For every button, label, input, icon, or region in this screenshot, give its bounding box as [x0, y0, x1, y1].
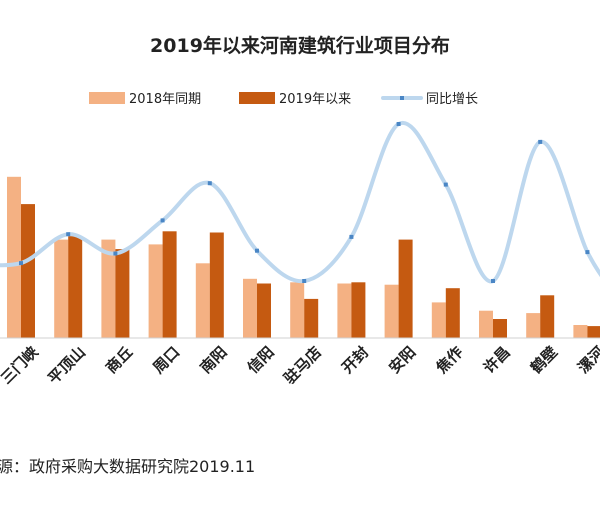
x-tick-label-12: 漯河 [574, 343, 600, 377]
bar-2018-3 [148, 244, 163, 338]
chart-title: 2019年以来河南建筑行业项目分布 [150, 34, 450, 57]
x-tick-label-8: 安阳 [385, 343, 419, 377]
bar-2019-5 [257, 283, 271, 338]
bar-2019-2 [115, 249, 130, 338]
growth-point-6 [302, 279, 307, 283]
bar-2018-7 [337, 283, 352, 338]
bar-2018-6 [290, 282, 305, 338]
bar-2019-10 [493, 319, 507, 338]
legend-label-growth: 同比增长 [426, 92, 478, 107]
growth-point-9 [443, 182, 448, 187]
bar-2018-0 [7, 176, 21, 338]
bar-2019-11 [540, 295, 555, 338]
growth-point-0 [19, 261, 23, 266]
bar-2018-5 [243, 278, 257, 339]
growth-point-12 [585, 250, 590, 255]
source-note: 数据来源：政府采购大数据研究院2019.11 [0, 457, 255, 476]
bar-2018-4 [195, 263, 210, 338]
growth-point-3 [160, 218, 165, 223]
legend-swatch-2018 [89, 92, 125, 104]
growth-point-7 [349, 234, 354, 239]
bar-2018-11 [526, 313, 541, 338]
x-axis-ticks: 三门峡平顶山商丘周口南阳信阳驻马店开封安阳焦作许昌鹤壁漯河省直辖 [0, 342, 600, 388]
x-tick-label-10: 许昌 [480, 343, 514, 377]
bar-2019-12 [587, 326, 600, 338]
x-tick-label-4: 南阳 [197, 343, 231, 377]
x-tick-label-2: 商丘 [102, 343, 136, 377]
growth-point-1 [66, 232, 71, 237]
bar-2018-1 [54, 239, 69, 338]
x-tick-label-6: 驻马店 [280, 343, 325, 388]
legend-swatch-2019 [239, 92, 275, 104]
legend: 2018年同期 2019年以来 同比增长 [89, 92, 478, 107]
plot-area [0, 120, 600, 339]
x-tick-label-0: 三门峡 [0, 342, 42, 387]
growth-point-11 [538, 139, 543, 144]
growth-point-10 [491, 279, 495, 283]
x-tick-label-1: 平顶山 [44, 343, 89, 388]
bar-2019-1 [68, 236, 83, 338]
bar-2018-12 [573, 325, 588, 338]
x-tick-label-5: 信阳 [244, 343, 278, 377]
bar-2019-9 [445, 288, 460, 338]
bar-2018-10 [479, 310, 493, 338]
bar-2018-8 [384, 284, 399, 338]
growth-point-2 [113, 251, 118, 256]
growth-point-5 [255, 248, 259, 253]
bar-2018-2 [101, 239, 116, 338]
legend-label-2019: 2019年以来 [279, 92, 351, 107]
bar-2019-6 [304, 298, 319, 338]
growth-point-4 [207, 181, 212, 186]
bar-2019-8 [398, 239, 413, 338]
bar-2019-7 [351, 282, 366, 338]
bar-2019-3 [162, 231, 177, 338]
x-tick-label-7: 开封 [338, 343, 372, 377]
growth-line [0, 120, 600, 284]
bar-2019-4 [209, 232, 224, 338]
bar-2018-9 [431, 302, 446, 338]
x-tick-label-9: 焦作 [432, 343, 467, 378]
bar-2019-0 [21, 204, 35, 338]
growth-point-8 [396, 122, 401, 126]
legend-label-2018: 2018年同期 [129, 92, 201, 107]
x-tick-label-11: 鹤壁 [527, 343, 561, 377]
x-tick-label-3: 周口 [149, 343, 183, 377]
legend-marker-growth [400, 96, 404, 100]
